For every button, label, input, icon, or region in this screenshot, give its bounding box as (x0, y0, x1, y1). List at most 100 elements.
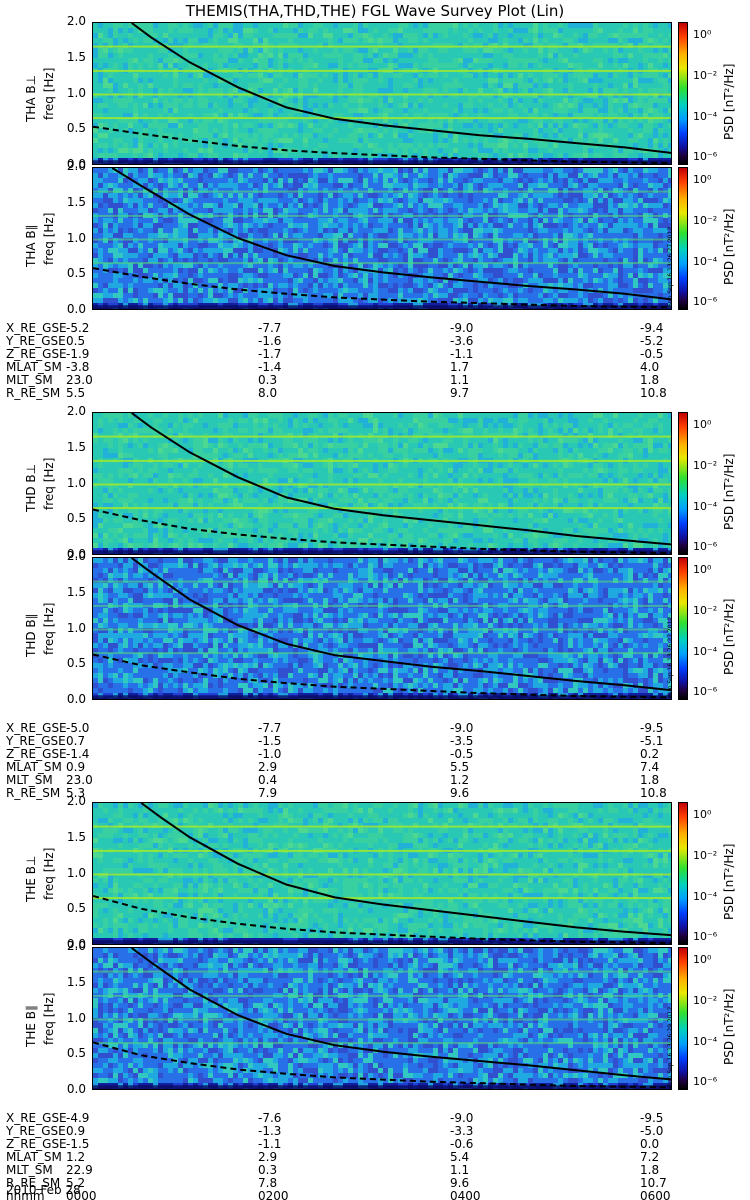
colorbar-tick-label: 10⁻² (693, 849, 717, 862)
y-axis-label: THE B∥ (24, 1005, 38, 1047)
colorbar-tick-label: 10⁻⁴ (693, 255, 717, 268)
ephemeris-value: -1.5 (66, 1138, 106, 1151)
ephemeris-value: -5.2 (640, 335, 680, 348)
timestamp-stamp: Sun Sep 16 13:26:27 2012 (667, 227, 674, 307)
ephemeris-value: 9.6 (450, 787, 490, 800)
y-axis-label: THA B∥ (24, 224, 38, 267)
ephemeris-value: -1.3 (258, 1125, 298, 1138)
ephemeris-value: -3.8 (66, 361, 106, 374)
ephemeris-value: 9.7 (450, 387, 490, 400)
y-axis-unit-label: freq [Hz] (42, 213, 56, 265)
ephemeris-value: 0.0 (640, 1138, 680, 1151)
y-tick-label: 0.5 (46, 121, 86, 135)
y-tick-label: 2.0 (46, 939, 86, 953)
colorbar (678, 802, 688, 945)
ephemeris-value: 10.7 (640, 1177, 680, 1190)
spectrogram-image (93, 413, 671, 554)
ephemeris-value: 0.9 (66, 761, 106, 774)
ephemeris-label: Z_RE_GSE (6, 348, 67, 361)
ephemeris-value: 1.7 (450, 361, 490, 374)
colorbar-tick-label: 10⁻⁶ (693, 540, 717, 553)
ephemeris-label: R_RE_SM (6, 1177, 60, 1190)
y-tick-label: 1.5 (46, 440, 86, 454)
colorbar-tick-label: 10⁰ (693, 808, 711, 821)
ephemeris-value: 0.9 (66, 1125, 106, 1138)
y-tick-label: 0.0 (46, 692, 86, 706)
ephemeris-value: -9.5 (640, 722, 680, 735)
colorbar-tick-label: 10⁻⁶ (693, 295, 717, 308)
spectrogram-image (93, 803, 671, 944)
series-dashed-line (93, 508, 671, 554)
ephemeris-value: 4.0 (640, 361, 680, 374)
y-tick-label: 1.5 (46, 50, 86, 64)
ephemeris-value: -4.9 (66, 1112, 106, 1125)
ephemeris-value: -0.5 (640, 348, 680, 361)
ephemeris-label: MLT_SM (6, 374, 53, 387)
ephemeris-value: 7.4 (640, 761, 680, 774)
series-solid-line (111, 168, 671, 301)
ephemeris-value: 0.3 (258, 374, 298, 387)
y-axis-unit-label: freq [Hz] (42, 603, 56, 655)
ephemeris-value: -9.5 (640, 1112, 680, 1125)
ephemeris-label: Z_RE_GSE (6, 1138, 67, 1151)
spectrogram-panel (92, 557, 672, 700)
ephemeris-value: 1.2 (66, 1151, 106, 1164)
series-dashed-line (93, 653, 671, 699)
spectrogram-panel (92, 22, 672, 165)
date-label: 2010 Feb 28 (6, 1184, 81, 1197)
ephemeris-label: X_RE_GSE (6, 322, 67, 335)
ephemeris-value: 0200 (258, 1190, 298, 1200)
ephemeris-value: -3.6 (450, 335, 490, 348)
ephemeris-label: Z_RE_GSE (6, 748, 67, 761)
ephemeris-label: Y_RE_GSE (6, 1125, 66, 1138)
y-tick-label: 1.0 (46, 476, 86, 490)
ephemeris-value: 5.2 (66, 1177, 106, 1190)
series-dashed-line (93, 895, 671, 944)
ephemeris-value: -1.4 (258, 361, 298, 374)
colorbar (678, 167, 688, 310)
ephemeris-value: 0.7 (66, 735, 106, 748)
ephemeris-value: -9.0 (450, 1112, 490, 1125)
colorbar-tick-label: 10⁻⁴ (693, 110, 717, 123)
ephemeris-value: -7.7 (258, 322, 298, 335)
ephemeris-label: X_RE_GSE (6, 722, 67, 735)
y-tick-label: 1.0 (46, 231, 86, 245)
ephemeris-value: 2.9 (258, 761, 298, 774)
ephemeris-value: 0.3 (258, 1164, 298, 1177)
colorbar-label: PSD [nT²/Hz] (722, 454, 736, 530)
figure-title: THEMIS(THA,THD,THE) FGL Wave Survey Plot… (0, 2, 750, 20)
y-axis-label: THD B∥ (24, 613, 38, 657)
y-axis-unit-label: freq [Hz] (42, 458, 56, 510)
y-tick-label: 1.5 (46, 585, 86, 599)
ephemeris-value: 0000 (66, 1190, 106, 1200)
ephemeris-value: 1.1 (450, 1164, 490, 1177)
colorbar-tick-label: 10⁻² (693, 214, 717, 227)
colorbar-label: PSD [nT²/Hz] (722, 989, 736, 1065)
ephemeris-value: -1.0 (258, 748, 298, 761)
ephemeris-label: MLT_SM (6, 1164, 53, 1177)
y-axis-unit-label: freq [Hz] (42, 68, 56, 120)
ephemeris-value: -5.1 (640, 735, 680, 748)
colorbar (678, 947, 688, 1090)
ephemeris-value: -1.1 (450, 348, 490, 361)
ephemeris-value: 7.2 (640, 1151, 680, 1164)
colorbar-tick-label: 10⁰ (693, 173, 711, 186)
ephemeris-value: -0.6 (450, 1138, 490, 1151)
ephemeris-label: Y_RE_GSE (6, 735, 66, 748)
spectrogram-image (93, 558, 671, 699)
series-solid-line (131, 948, 671, 1081)
y-tick-label: 2.0 (46, 794, 86, 808)
ephemeris-label: MLT_SM (6, 774, 53, 787)
ephemeris-label: hhmm (6, 1190, 45, 1200)
colorbar-tick-label: 10⁻² (693, 604, 717, 617)
series-solid-line (131, 558, 671, 692)
y-tick-label: 2.0 (46, 159, 86, 173)
ephemeris-value: 10.8 (640, 787, 680, 800)
ephemeris-label: Y_RE_GSE (6, 335, 66, 348)
colorbar-tick-label: 10⁻⁴ (693, 890, 717, 903)
colorbar-tick-label: 10⁰ (693, 28, 711, 41)
ephemeris-label: MLAT_SM (6, 361, 62, 374)
ephemeris-value: -5.2 (66, 322, 106, 335)
series-solid-line (131, 23, 671, 154)
ephemeris-value: 5.3 (66, 787, 106, 800)
